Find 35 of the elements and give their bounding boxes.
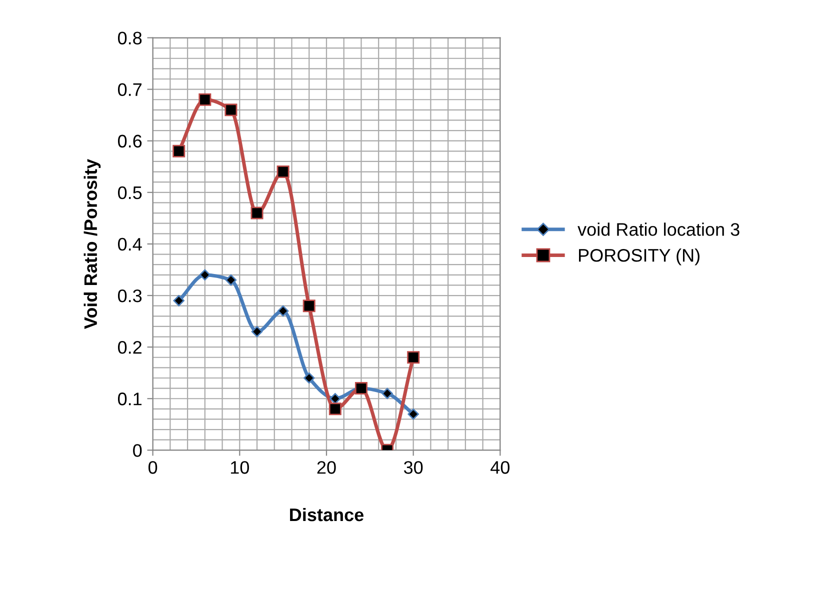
point	[172, 144, 186, 158]
x-tick-label: 30	[404, 461, 423, 474]
point	[250, 206, 264, 220]
point	[224, 104, 238, 116]
legend-label: void Ratio location 3	[578, 222, 740, 236]
x-tick-label: 10	[230, 461, 249, 474]
y-tick-label: 0.5	[118, 186, 142, 200]
y-tick-label: 0.1	[118, 392, 142, 406]
point	[225, 274, 237, 286]
point	[407, 351, 420, 364]
point	[277, 305, 289, 317]
y-tick-label: 0.2	[118, 341, 142, 354]
point	[173, 295, 184, 306]
point	[302, 300, 316, 312]
point	[198, 93, 212, 106]
point	[251, 326, 263, 338]
y-tick-label: 0.8	[118, 32, 142, 44]
y-tick-label: 0.7	[118, 83, 142, 96]
x-tick-label: 20	[317, 461, 336, 474]
legend-label: POROSITY (N)	[579, 248, 700, 266]
point	[199, 269, 211, 280]
y-tick-label: 0	[133, 444, 142, 457]
point	[328, 402, 342, 416]
point	[304, 372, 315, 384]
y-tick-label: 0.6	[118, 134, 142, 148]
x-tick-label: 0	[148, 461, 158, 474]
point	[382, 388, 393, 400]
point	[276, 166, 290, 178]
x-axis-title: Distance	[290, 508, 364, 522]
y-axis-title: Void Ratio /Porosity	[84, 158, 101, 329]
point	[330, 393, 341, 404]
x-tick-label: 40	[490, 461, 510, 474]
y-tick-label: 0.3	[118, 289, 142, 302]
point	[408, 408, 419, 420]
y-tick-label: 0.4	[118, 238, 142, 251]
